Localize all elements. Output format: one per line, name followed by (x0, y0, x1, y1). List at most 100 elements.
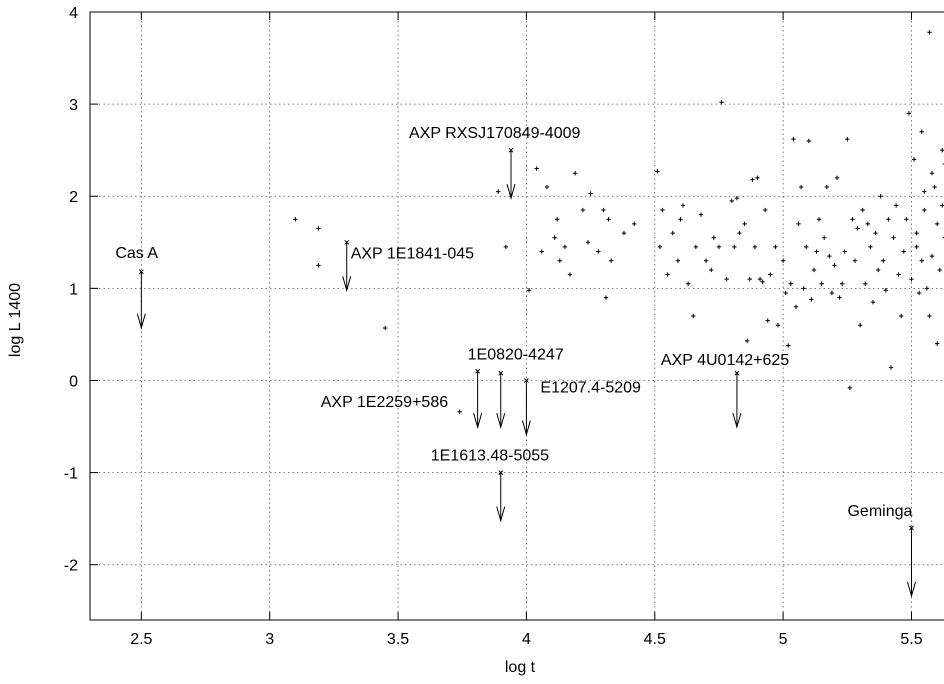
limit-arrow-head (473, 413, 483, 430)
limit-cross (344, 239, 350, 245)
data-point (940, 147, 944, 153)
data-point (742, 221, 747, 227)
data-point (924, 286, 930, 291)
limit-cross (734, 370, 740, 376)
data-point (760, 279, 765, 285)
data-point (798, 184, 804, 190)
data-point (932, 184, 937, 190)
x-tick-label: 4 (522, 631, 531, 648)
y-tick-labels: -2 -1 0 1 2 3 4 (64, 5, 78, 575)
data-point (873, 230, 878, 236)
data-point (809, 297, 814, 302)
data-point (940, 203, 944, 208)
data-point (816, 217, 822, 222)
data-point (734, 195, 740, 201)
data-point (839, 281, 845, 286)
data-point (896, 272, 901, 277)
upper-limit-marker: 1E1613.48-5055 (431, 448, 549, 523)
data-point (765, 318, 770, 323)
data-point (665, 272, 670, 277)
data-point (750, 177, 755, 182)
limit-arrow-head (136, 313, 146, 330)
data-point (780, 258, 786, 263)
upper-limit-marker: Geminga (847, 503, 916, 598)
data-point (719, 100, 724, 105)
data-point (942, 237, 944, 239)
limit-arrow-head (521, 420, 531, 437)
data-point (660, 207, 665, 213)
data-point (927, 30, 932, 35)
limit-label: Geminga (847, 503, 912, 520)
y-axis-label: log L 1400 (7, 283, 24, 357)
data-point (857, 323, 863, 328)
limit-arrow-head (342, 276, 352, 293)
data-point (752, 244, 758, 250)
data-point (495, 189, 501, 194)
data-point (608, 258, 614, 263)
data-point (786, 343, 791, 348)
data-point (632, 221, 637, 227)
data-point (868, 244, 873, 250)
upper-limit-marker: Cas A (115, 245, 158, 330)
data-point (783, 290, 788, 296)
limit-label: AXP 4U0142+625 (661, 352, 789, 369)
data-point (606, 217, 611, 222)
data-point (737, 230, 742, 236)
data-point (811, 267, 817, 273)
data-point (293, 217, 298, 222)
data-point (824, 184, 829, 190)
data-point (881, 258, 886, 263)
x-tick-label: 5.5 (900, 631, 922, 648)
data-point (832, 263, 837, 268)
axis-ticks (90, 11, 912, 620)
upper-limit-marker: E1207.4-5209 (521, 378, 641, 437)
data-point (791, 136, 796, 142)
data-point (503, 244, 509, 250)
data-point (814, 249, 819, 254)
limit-arrow-head (907, 581, 916, 598)
data-point (675, 258, 681, 263)
data-point (855, 226, 860, 231)
data-point (693, 244, 699, 250)
data-point (796, 221, 801, 227)
data-point (596, 249, 601, 254)
data-point (316, 263, 321, 268)
data-point (793, 304, 799, 309)
upper-limits: Cas A AXP 1E1841-045 AXP RXSJ170849-4009 1E… (115, 125, 916, 598)
data-point (724, 276, 729, 282)
x-tick-label: 5 (779, 631, 788, 648)
limit-arrow-head (732, 412, 742, 429)
limit-arrow-head (496, 506, 506, 523)
data-point (383, 325, 388, 331)
data-point (685, 281, 691, 286)
data-point (544, 184, 550, 190)
x-tick-label: 3 (265, 631, 274, 648)
data-point (755, 175, 760, 181)
x-tick-label: 2.5 (130, 631, 152, 648)
data-point (678, 217, 683, 222)
limit-label: Cas A (115, 245, 158, 262)
data-point (916, 290, 922, 296)
upper-limit-marker: AXP 4U0142+625 (661, 352, 789, 429)
data-point (929, 253, 935, 259)
data-point (680, 203, 686, 208)
x-tick-label: 3.5 (387, 631, 409, 648)
data-point (937, 267, 942, 273)
data-point (875, 267, 881, 273)
data-point (534, 166, 539, 171)
limit-label: 1E1613.48-5055 (431, 448, 549, 465)
data-point (801, 286, 806, 291)
data-point (316, 226, 321, 231)
data-point (670, 230, 675, 236)
data-point (539, 249, 545, 254)
data-point (914, 230, 919, 236)
data-point (863, 281, 868, 286)
data-point (914, 244, 919, 250)
plot-frame (89, 11, 944, 621)
data-point (691, 313, 696, 319)
data-point (603, 295, 609, 300)
data-point (775, 323, 781, 328)
data-point (572, 171, 578, 176)
data-point (822, 235, 827, 240)
